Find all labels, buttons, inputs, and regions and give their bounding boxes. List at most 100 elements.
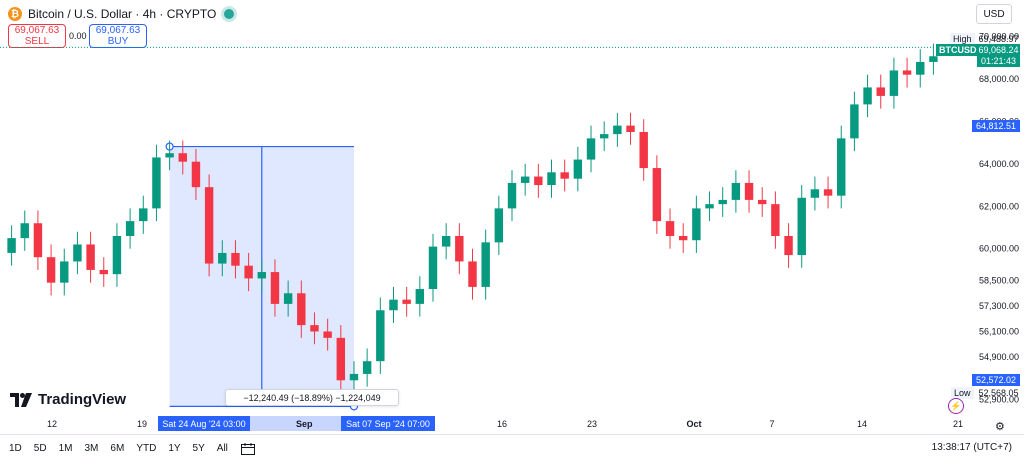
bitcoin-icon: ₿ [8,7,22,21]
candle-body [297,293,306,326]
candle-body [218,252,227,264]
last-price-tag: 69,068.24 01:21:43 [977,44,1020,67]
tradingview-logo-icon [10,392,32,407]
range-5y[interactable]: 5Y [192,443,205,454]
candle-body [876,87,885,96]
candle-body [46,257,56,283]
candle-body [349,373,359,381]
range-all[interactable]: All [216,443,228,454]
candle-body [902,70,912,75]
candle-body [481,242,490,287]
candle-body [86,244,95,270]
candle-body [494,208,504,243]
sell-button[interactable]: 69,067.63 SELL [8,24,66,48]
buy-button[interactable]: 69,067.63 BUY [89,24,147,48]
candle-body [73,244,82,262]
price-axis-label: 70,000.00 [979,31,1019,41]
price-chart[interactable]: 70,000.0068,000.0066,000.0064,000.0062,0… [0,0,1024,434]
lightning-icon[interactable]: ⚡ [948,398,964,414]
candle-body [257,272,267,279]
price-axis-label: 54,900.00 [979,352,1019,362]
candle-body [402,299,411,304]
candle-body [323,331,332,338]
candle-body [639,131,648,169]
range-6m[interactable]: 6M [110,443,125,454]
sep-axis-label: Sep [296,418,313,429]
price-axis-label: 52,900.00 [979,394,1019,404]
candle-body [191,161,201,188]
range-1m[interactable]: 1M [58,443,73,454]
range-1d[interactable]: 1D [9,443,22,454]
candle-body [336,337,346,381]
candle-body [310,325,319,332]
time-axis-label: 7 [769,419,774,429]
low-value: 52,568.05 [978,388,1019,398]
candle-body [797,197,806,256]
candle-body [810,189,820,198]
candle-body [705,204,714,209]
time-axis-label: 12 [47,419,57,429]
candle-body [573,159,583,179]
tradingview-logo-text: TradingView [38,391,127,408]
measure-info-box: −12,240.49 (−18.89%) −1,224,049 [225,389,399,406]
candle-body [376,310,385,362]
sell-label: SELL [24,36,50,47]
candle-body [428,246,438,290]
symbol-tag: BTCUSD [936,44,980,56]
candle-body [20,223,29,239]
clock-timezone[interactable]: 13:38:17 (UTC+7) [931,442,1012,453]
candle-body [652,168,662,222]
candle-body [468,261,477,287]
candle-body [599,134,609,139]
spread-value: 0.00 [69,31,87,41]
candle-body [678,235,688,241]
time-axis-label: 16 [497,419,507,429]
market-open-icon [224,9,235,19]
settings-gear-icon[interactable]: ⚙ [995,421,1005,433]
range-5d[interactable]: 5D [33,443,47,454]
time-axis-label: 14 [857,419,867,429]
candle-body [731,182,741,200]
measure-bottom-tag: 52,572.02 [972,374,1020,386]
bar-countdown: 01:21:43 [980,55,1017,66]
candle-body [60,261,69,283]
candle-body [389,299,398,311]
candle-body [784,235,793,256]
symbol-title[interactable]: ₿ Bitcoin / U.S. Dollar · 4h · CRYPTO [8,6,235,22]
high-label: High [950,33,975,45]
price-axis-label: 58,500.00 [979,276,1019,286]
candle-body [692,208,701,241]
candle-body [112,235,122,275]
buy-price: 69,067.63 [95,25,141,36]
price-axis-label: 57,300.00 [979,301,1019,311]
currency-selector[interactable]: USD [976,4,1012,24]
symbol-title-text: Bitcoin / U.S. Dollar · 4h · CRYPTO [28,7,217,21]
candle-body [270,272,280,304]
tradingview-logo[interactable]: TradingView [10,391,126,408]
measure-time-range [250,416,341,431]
candle-body [507,182,517,209]
candle-body [441,235,451,247]
candle-body [178,153,187,162]
measure-end-time: Sat 07 Sep '24 07:00 [341,416,435,431]
range-ytd[interactable]: YTD [136,443,157,454]
candle-body [152,157,161,209]
time-axis-label: Oct [686,419,701,429]
candle-body [7,238,16,253]
candle-body [929,56,938,62]
candle-body [455,235,464,262]
range-1y[interactable]: 1Y [168,443,181,454]
range-3m[interactable]: 3M [84,443,99,454]
price-axis-label: 60,000.00 [979,244,1019,254]
price-axis-label: 62,000.00 [979,201,1019,211]
candle-body [665,221,675,236]
high-value: 69,488.97 [978,34,1019,44]
buy-label: BUY [107,36,129,47]
candle-body [547,172,556,186]
calendar-icon[interactable] [240,442,255,455]
candle-body [758,199,767,205]
candle-body [863,87,872,105]
time-axis-label: 19 [137,419,147,429]
price-axis-label: 56,100.00 [979,326,1019,336]
price-axis-label: 64,000.00 [979,159,1019,169]
